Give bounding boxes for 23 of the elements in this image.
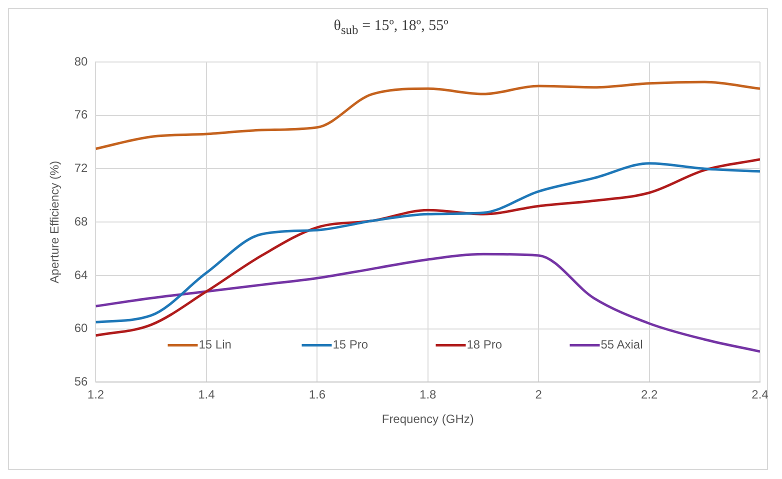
x-tick-label: 2.2 bbox=[640, 388, 658, 402]
legend-label: 15 Pro bbox=[332, 338, 368, 352]
y-tick-label: 56 bbox=[74, 374, 88, 389]
y-tick-label: 76 bbox=[74, 108, 88, 122]
line-series bbox=[96, 252, 760, 353]
y-tick-label: 72 bbox=[74, 161, 88, 176]
legend-label: 15 Lin bbox=[198, 338, 232, 352]
chart-title: θ$_{sub}$ = 15º, 18º, 55º bbox=[332, 18, 450, 38]
y-tick-label: 60 bbox=[74, 321, 88, 336]
x-tick-label: 2.4 bbox=[752, 388, 769, 402]
line-series bbox=[96, 80, 760, 150]
y-tick-label: 64 bbox=[74, 268, 88, 282]
x-tick-label: 1.8 bbox=[420, 388, 437, 402]
y-tick-label: 80 bbox=[74, 54, 88, 68]
x-tick-label: 2 bbox=[535, 388, 542, 402]
y-axis-title: Aperture Efficiency (%) bbox=[48, 160, 62, 284]
x-tick-label: 1.2 bbox=[87, 388, 104, 402]
x-tick-label: 1.6 bbox=[308, 388, 326, 402]
y-tick-label: 68 bbox=[74, 214, 88, 228]
legend-label: 55 Axial bbox=[600, 338, 643, 352]
x-axis-title: Frequency (GHz) bbox=[382, 412, 474, 426]
x-tick-label: 1.4 bbox=[198, 388, 216, 402]
legend-label: 18 Pro bbox=[466, 338, 502, 352]
